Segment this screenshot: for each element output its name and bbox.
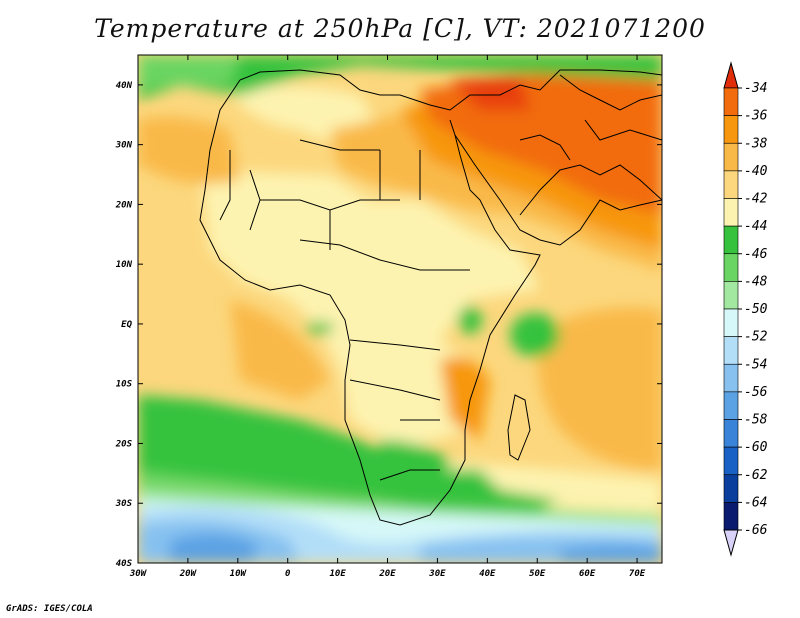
lon-tick-label: 10W <box>230 569 248 579</box>
colorbar-label: -38 <box>744 136 768 151</box>
colorbar-top-arrow <box>723 61 739 89</box>
colorbar-label: -40 <box>744 164 768 179</box>
colorbar-label: -34 <box>744 81 767 96</box>
colorbar-swatch <box>723 225 739 255</box>
colorbar-label: -62 <box>744 468 768 483</box>
lat-tick-label: EQ <box>121 320 132 330</box>
plot-frame <box>137 54 663 564</box>
lon-tick-label: 70E <box>629 569 646 579</box>
colorbar-swatch <box>723 363 739 393</box>
lon-tick-label: 30E <box>428 569 446 579</box>
colorbar-swatch <box>723 391 739 420</box>
colorbar-swatch <box>723 308 739 337</box>
colorbar-label: -44 <box>744 219 767 234</box>
colorbar-swatch <box>723 502 739 531</box>
colorbar-swatch <box>723 336 739 365</box>
lat-tick-label: 20S <box>115 439 133 449</box>
colorbar: -34 -36 -38 -40 -42 -44 -46 -48 -50 -52 -54 -56 -58 -… <box>723 61 768 557</box>
colorbar-label: -58 <box>744 413 768 428</box>
colorbar-swatch <box>723 281 739 310</box>
colorbar-swatch <box>723 419 739 448</box>
lon-tick-label: 20W <box>179 569 198 579</box>
colorbar-label: -36 <box>744 109 768 124</box>
lon-tick-label: 30W <box>129 569 148 579</box>
colorbar-label: -66 <box>744 523 768 538</box>
lat-tick-label: 10S <box>116 380 133 390</box>
lon-tick-label: 40E <box>479 569 496 579</box>
map-title: Temperature at 250hPa [C], VT: 202107120… <box>94 14 706 43</box>
lon-tick-label: 0 <box>285 569 291 579</box>
colorbar-swatch <box>723 115 739 144</box>
colorbar-label: -42 <box>744 192 768 207</box>
lat-tick-label: 40S <box>116 559 133 569</box>
lat-tick-label: 30N <box>115 141 133 151</box>
coastlines <box>199 69 662 526</box>
colorbar-label: -50 <box>744 302 768 317</box>
credit-text: GrADS: IGES/COLA <box>6 604 93 614</box>
lat-tick-label: 20N <box>115 200 133 210</box>
colorbar-label: -52 <box>744 330 768 345</box>
lat-tick-label: 10N <box>116 260 133 270</box>
colorbar-bottom-arrow <box>723 529 739 557</box>
colorbar-swatch <box>723 87 739 116</box>
colorbar-swatch <box>723 253 739 282</box>
colorbar-label: -56 <box>744 385 768 400</box>
lon-tick-label: 60E <box>579 569 596 579</box>
colorbar-label: -46 <box>744 247 768 262</box>
colorbar-swatch <box>723 198 739 227</box>
colorbar-label: -64 <box>744 495 767 510</box>
temperature-field <box>138 55 662 563</box>
colorbar-swatch <box>723 474 739 503</box>
lon-tick-label: 20E <box>378 569 396 579</box>
axis-ticks: 30W 20W 10W 0 10E 20E 30E 40E 50E 60E 70E 40N 30N 20N… <box>115 55 662 579</box>
colorbar-label: -48 <box>744 274 768 289</box>
lon-tick-label: 50E <box>529 569 546 579</box>
colorbar-swatch <box>723 446 739 476</box>
colorbar-label: -54 <box>744 357 767 372</box>
colorbar-swatch <box>723 142 739 172</box>
colorbar-label: -60 <box>744 440 768 455</box>
lat-tick-label: 30S <box>115 499 133 509</box>
lat-tick-label: 40N <box>116 81 133 91</box>
lon-tick-label: 10E <box>329 569 346 579</box>
colorbar-swatch <box>723 170 739 199</box>
